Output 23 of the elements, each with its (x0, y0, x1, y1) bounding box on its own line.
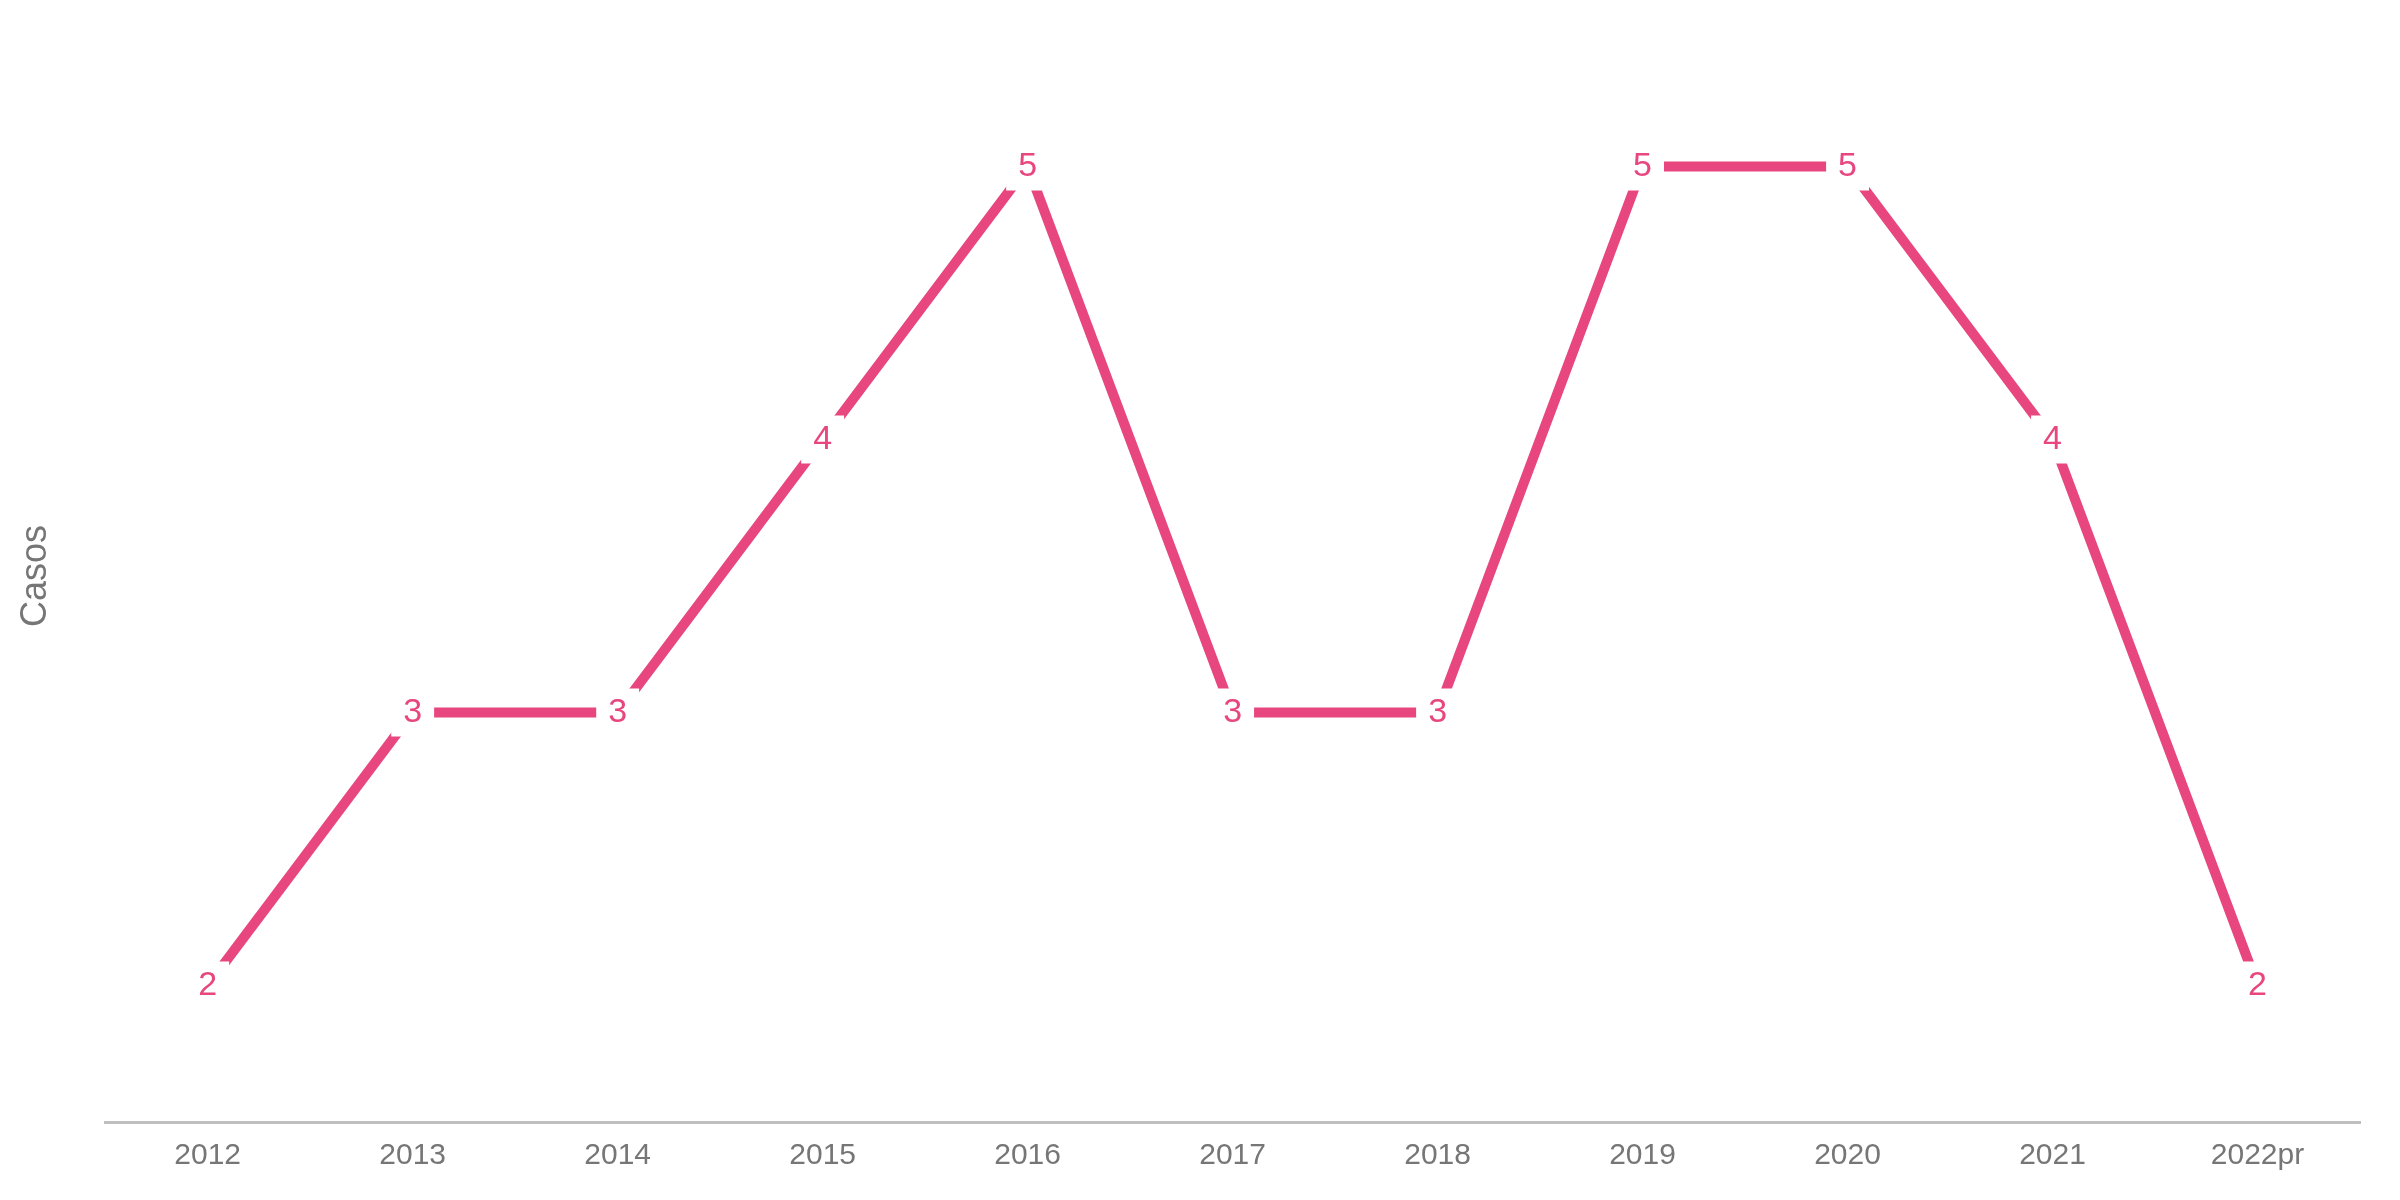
data-label: 4 (2043, 417, 2062, 456)
data-label: 4 (813, 417, 833, 456)
y-axis-title: Casos (12, 524, 54, 628)
data-label: 3 (1223, 690, 1243, 729)
x-tick-label: 2014 (584, 1137, 652, 1171)
x-tick-label: 2016 (994, 1137, 1061, 1171)
data-label: 2 (2248, 963, 2267, 1002)
data-label: 3 (608, 690, 628, 729)
x-tick-label: 2022pr (2210, 1137, 2305, 1171)
x-tick-label: 2019 (1609, 1137, 1676, 1171)
x-tick-label: 2017 (1199, 1137, 1266, 1171)
x-tick-label: 2013 (379, 1137, 447, 1171)
x-tick-label: 2015 (789, 1137, 857, 1171)
data-label: 3 (403, 690, 423, 729)
data-label: 5 (1018, 144, 1038, 183)
x-tick-label: 2012 (174, 1137, 242, 1171)
x-tick-label: 2018 (1404, 1137, 1471, 1171)
x-tick-label: 2021 (2019, 1137, 2086, 1171)
x-tick-label: 2020 (1814, 1137, 1881, 1171)
data-label: 3 (1428, 690, 1448, 729)
data-label: 5 (1633, 144, 1653, 183)
data-label: 5 (1838, 144, 1858, 183)
data-label: 2 (198, 963, 218, 1002)
